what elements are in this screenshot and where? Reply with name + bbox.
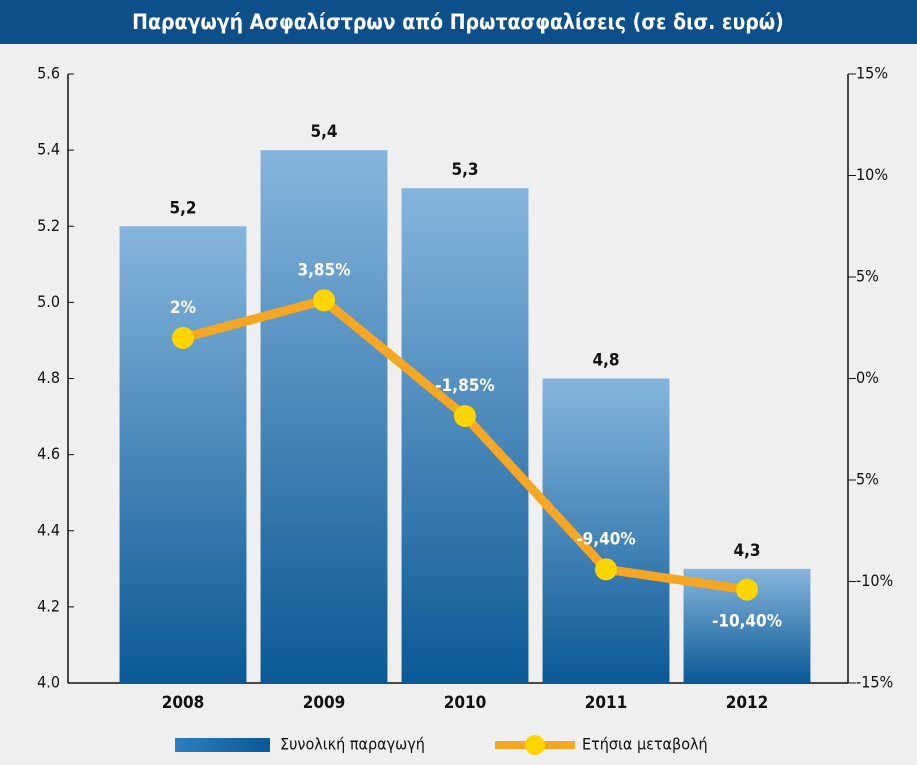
bar-label: 5,4 bbox=[310, 122, 337, 142]
x-tick-label: 2010 bbox=[444, 693, 487, 713]
y2-tick-label: 5% bbox=[856, 267, 879, 286]
bar-label: 5,3 bbox=[451, 160, 478, 180]
bar-label: 5,2 bbox=[169, 198, 196, 218]
x-tick-label: 2011 bbox=[585, 693, 628, 713]
bar bbox=[260, 150, 388, 683]
y-tick-label: 5.0 bbox=[37, 292, 60, 311]
legend-swatch bbox=[525, 735, 545, 755]
bar-label: 4,8 bbox=[592, 351, 619, 371]
x-tick-label: 2012 bbox=[726, 693, 769, 713]
bar bbox=[542, 378, 670, 683]
line-label: 3,85% bbox=[297, 260, 350, 280]
line-label: -10,40% bbox=[712, 612, 782, 632]
bar-label: 4,3 bbox=[733, 541, 760, 561]
legend-swatch bbox=[175, 738, 270, 752]
y2-tick-label: 0% bbox=[856, 368, 879, 387]
y2-tick-label: 10% bbox=[856, 165, 888, 184]
line-label: -9,40% bbox=[576, 529, 635, 549]
line-point bbox=[595, 558, 617, 581]
y-tick-label: 5.2 bbox=[37, 216, 60, 235]
legend-label: Ετήσια μεταβολή bbox=[582, 735, 708, 754]
y2-tick-label: -15% bbox=[856, 673, 893, 692]
y2-tick-label: 5% bbox=[856, 470, 879, 489]
y-tick-label: 4.2 bbox=[37, 596, 60, 615]
y2-tick-label: 15% bbox=[856, 64, 888, 83]
chart-title: Παραγωγή Ασφαλίστρων από Πρωτασφαλίσεις … bbox=[132, 10, 784, 34]
line-label: -1,85% bbox=[435, 376, 494, 396]
y-tick-label: 5.6 bbox=[37, 64, 60, 83]
bar bbox=[401, 188, 529, 683]
line-point bbox=[736, 578, 758, 601]
title-bar bbox=[0, 0, 917, 44]
y-tick-label: 4.8 bbox=[37, 368, 60, 387]
line-point bbox=[313, 289, 335, 312]
y-tick-label: 4.6 bbox=[37, 444, 60, 463]
y2-tick-label: -10% bbox=[856, 571, 893, 590]
x-tick-label: 2009 bbox=[303, 693, 346, 713]
line-label: 2% bbox=[170, 298, 196, 318]
y-tick-label: 5.4 bbox=[37, 140, 60, 159]
legend-label: Συνολική παραγωγή bbox=[280, 735, 425, 754]
bar bbox=[119, 226, 247, 683]
y-tick-label: 4.4 bbox=[37, 520, 60, 539]
line-point bbox=[172, 326, 194, 349]
y-tick-label: 4.0 bbox=[37, 673, 60, 692]
x-tick-label: 2008 bbox=[162, 693, 205, 713]
line-point bbox=[454, 405, 476, 428]
